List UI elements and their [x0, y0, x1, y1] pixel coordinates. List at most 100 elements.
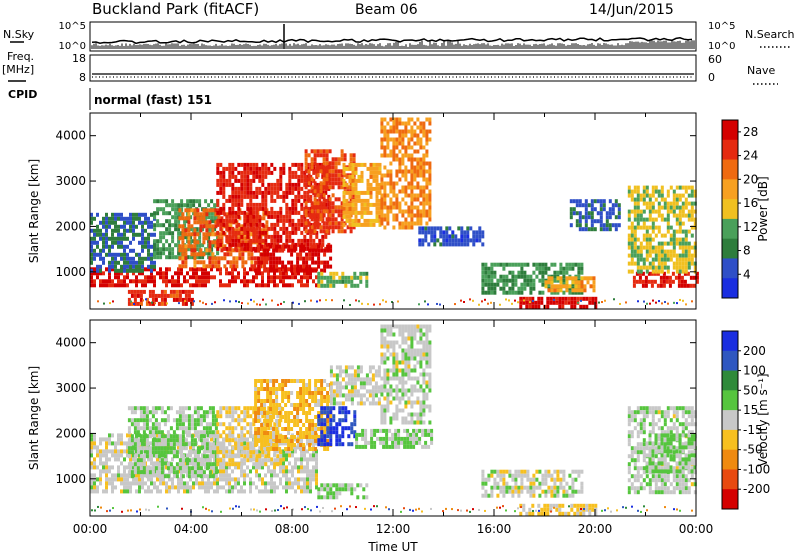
heatmap-cell — [145, 446, 149, 451]
heatmap-cell — [416, 117, 420, 122]
heatmap-cell — [328, 221, 332, 226]
heatmap-cell — [299, 264, 303, 269]
heatmap-cell — [231, 190, 235, 195]
heatmap-cell — [425, 117, 429, 122]
heatmap-cell — [234, 481, 237, 486]
heatmap-cell — [244, 260, 248, 265]
heatmap-cell — [150, 457, 153, 462]
heatmap-cell — [662, 279, 666, 284]
heatmap-cell — [234, 279, 237, 284]
heatmap-cell — [508, 278, 512, 283]
heatmap-cell — [651, 257, 655, 262]
heatmap-cell — [366, 186, 370, 191]
heatmap-cell — [349, 229, 353, 234]
heatmap-speckle — [391, 300, 393, 303]
heatmap-cell — [138, 279, 141, 284]
heatmap-cell — [96, 449, 99, 454]
heatmap-cell — [169, 426, 173, 431]
heatmap-cell — [328, 201, 332, 206]
heatmap-cell — [288, 267, 291, 272]
heatmap-cell — [153, 199, 157, 204]
heatmap-cell — [156, 457, 159, 462]
heatmap-cell — [645, 225, 649, 230]
heatmap-cell — [93, 489, 96, 494]
heatmap-cell — [156, 239, 160, 244]
heatmap-cell — [590, 227, 594, 232]
heatmap-cell — [410, 169, 414, 174]
heatmap-cell — [108, 216, 111, 221]
heatmap-cell — [303, 489, 306, 494]
heatmap-cell — [108, 224, 111, 229]
heatmap-cell — [678, 229, 682, 234]
heatmap-cell — [285, 218, 289, 223]
heatmap-cell — [300, 485, 303, 490]
heatmap-cell — [395, 193, 399, 198]
heatmap-cell — [201, 275, 204, 280]
heatmap-cell — [102, 260, 105, 265]
heatmap-cell — [392, 153, 396, 158]
heatmap-cell — [630, 225, 634, 230]
heatmap-cell — [633, 261, 637, 266]
heatmap-cell — [322, 213, 326, 218]
heatmap-cell — [310, 205, 314, 210]
heatmap-cell — [354, 186, 358, 191]
heatmap-cell — [365, 283, 369, 288]
heatmap-cell — [192, 283, 195, 288]
heatmap-cell — [270, 461, 273, 466]
heatmap-cell — [331, 201, 335, 206]
heatmap-cell — [99, 449, 102, 454]
heatmap-cell — [572, 207, 576, 212]
heatmap-cell — [213, 437, 216, 442]
heatmap-cell — [181, 458, 185, 463]
heatmap-cell — [222, 461, 225, 466]
heatmap-cell — [187, 224, 191, 229]
heatmap-cell — [359, 279, 363, 284]
heatmap-cell — [111, 260, 114, 265]
heatmap-cell — [273, 198, 277, 203]
heatmap-cell — [196, 216, 200, 221]
heatmap-cell — [142, 289, 146, 294]
heatmap-cell — [552, 296, 556, 301]
heatmap-cell — [246, 178, 250, 183]
heatmap-cell — [645, 201, 649, 206]
heatmap-cell — [290, 260, 294, 265]
heatmap-cell — [166, 466, 170, 471]
heatmap-cell — [181, 224, 185, 229]
heatmap-cell — [123, 485, 126, 490]
heatmap-cell — [241, 260, 245, 265]
heatmap-cell — [199, 216, 203, 221]
heatmap-cell — [291, 206, 295, 211]
heatmap-cell — [111, 441, 114, 446]
heatmap-cell — [672, 265, 676, 270]
heatmap-cell — [243, 477, 246, 482]
heatmap-cell — [279, 461, 282, 466]
heatmap-cell — [231, 234, 235, 239]
heatmap-cell — [342, 166, 346, 171]
heatmap-cell — [325, 161, 329, 166]
heatmap-cell — [663, 257, 667, 262]
heatmap-cell — [303, 194, 307, 199]
heatmap-cell — [690, 261, 694, 266]
heatmap-cell — [147, 248, 150, 253]
heatmap-cell — [319, 213, 323, 218]
heatmap-cell — [602, 223, 606, 228]
heatmap-cell — [305, 264, 309, 269]
heatmap-cell — [401, 129, 405, 134]
heatmap-cell — [404, 209, 408, 214]
heatmap-cell — [117, 216, 120, 221]
heatmap-cell — [645, 237, 649, 242]
heatmap-cell — [297, 226, 301, 231]
heatmap-cell — [547, 282, 551, 287]
heatmap-cell — [169, 450, 173, 455]
heatmap-speckle — [214, 301, 216, 304]
heatmap-cell — [686, 283, 690, 288]
heatmap-cell — [237, 194, 241, 199]
heatmap-cell — [165, 211, 169, 216]
heatmap-cell — [130, 450, 134, 455]
heatmap-cell — [322, 229, 326, 234]
heatmap-cell — [240, 242, 244, 247]
heatmap-cell — [413, 193, 417, 198]
heatmap-cell — [684, 269, 688, 274]
heatmap-cell — [690, 189, 694, 194]
heatmap-cell — [672, 193, 676, 198]
